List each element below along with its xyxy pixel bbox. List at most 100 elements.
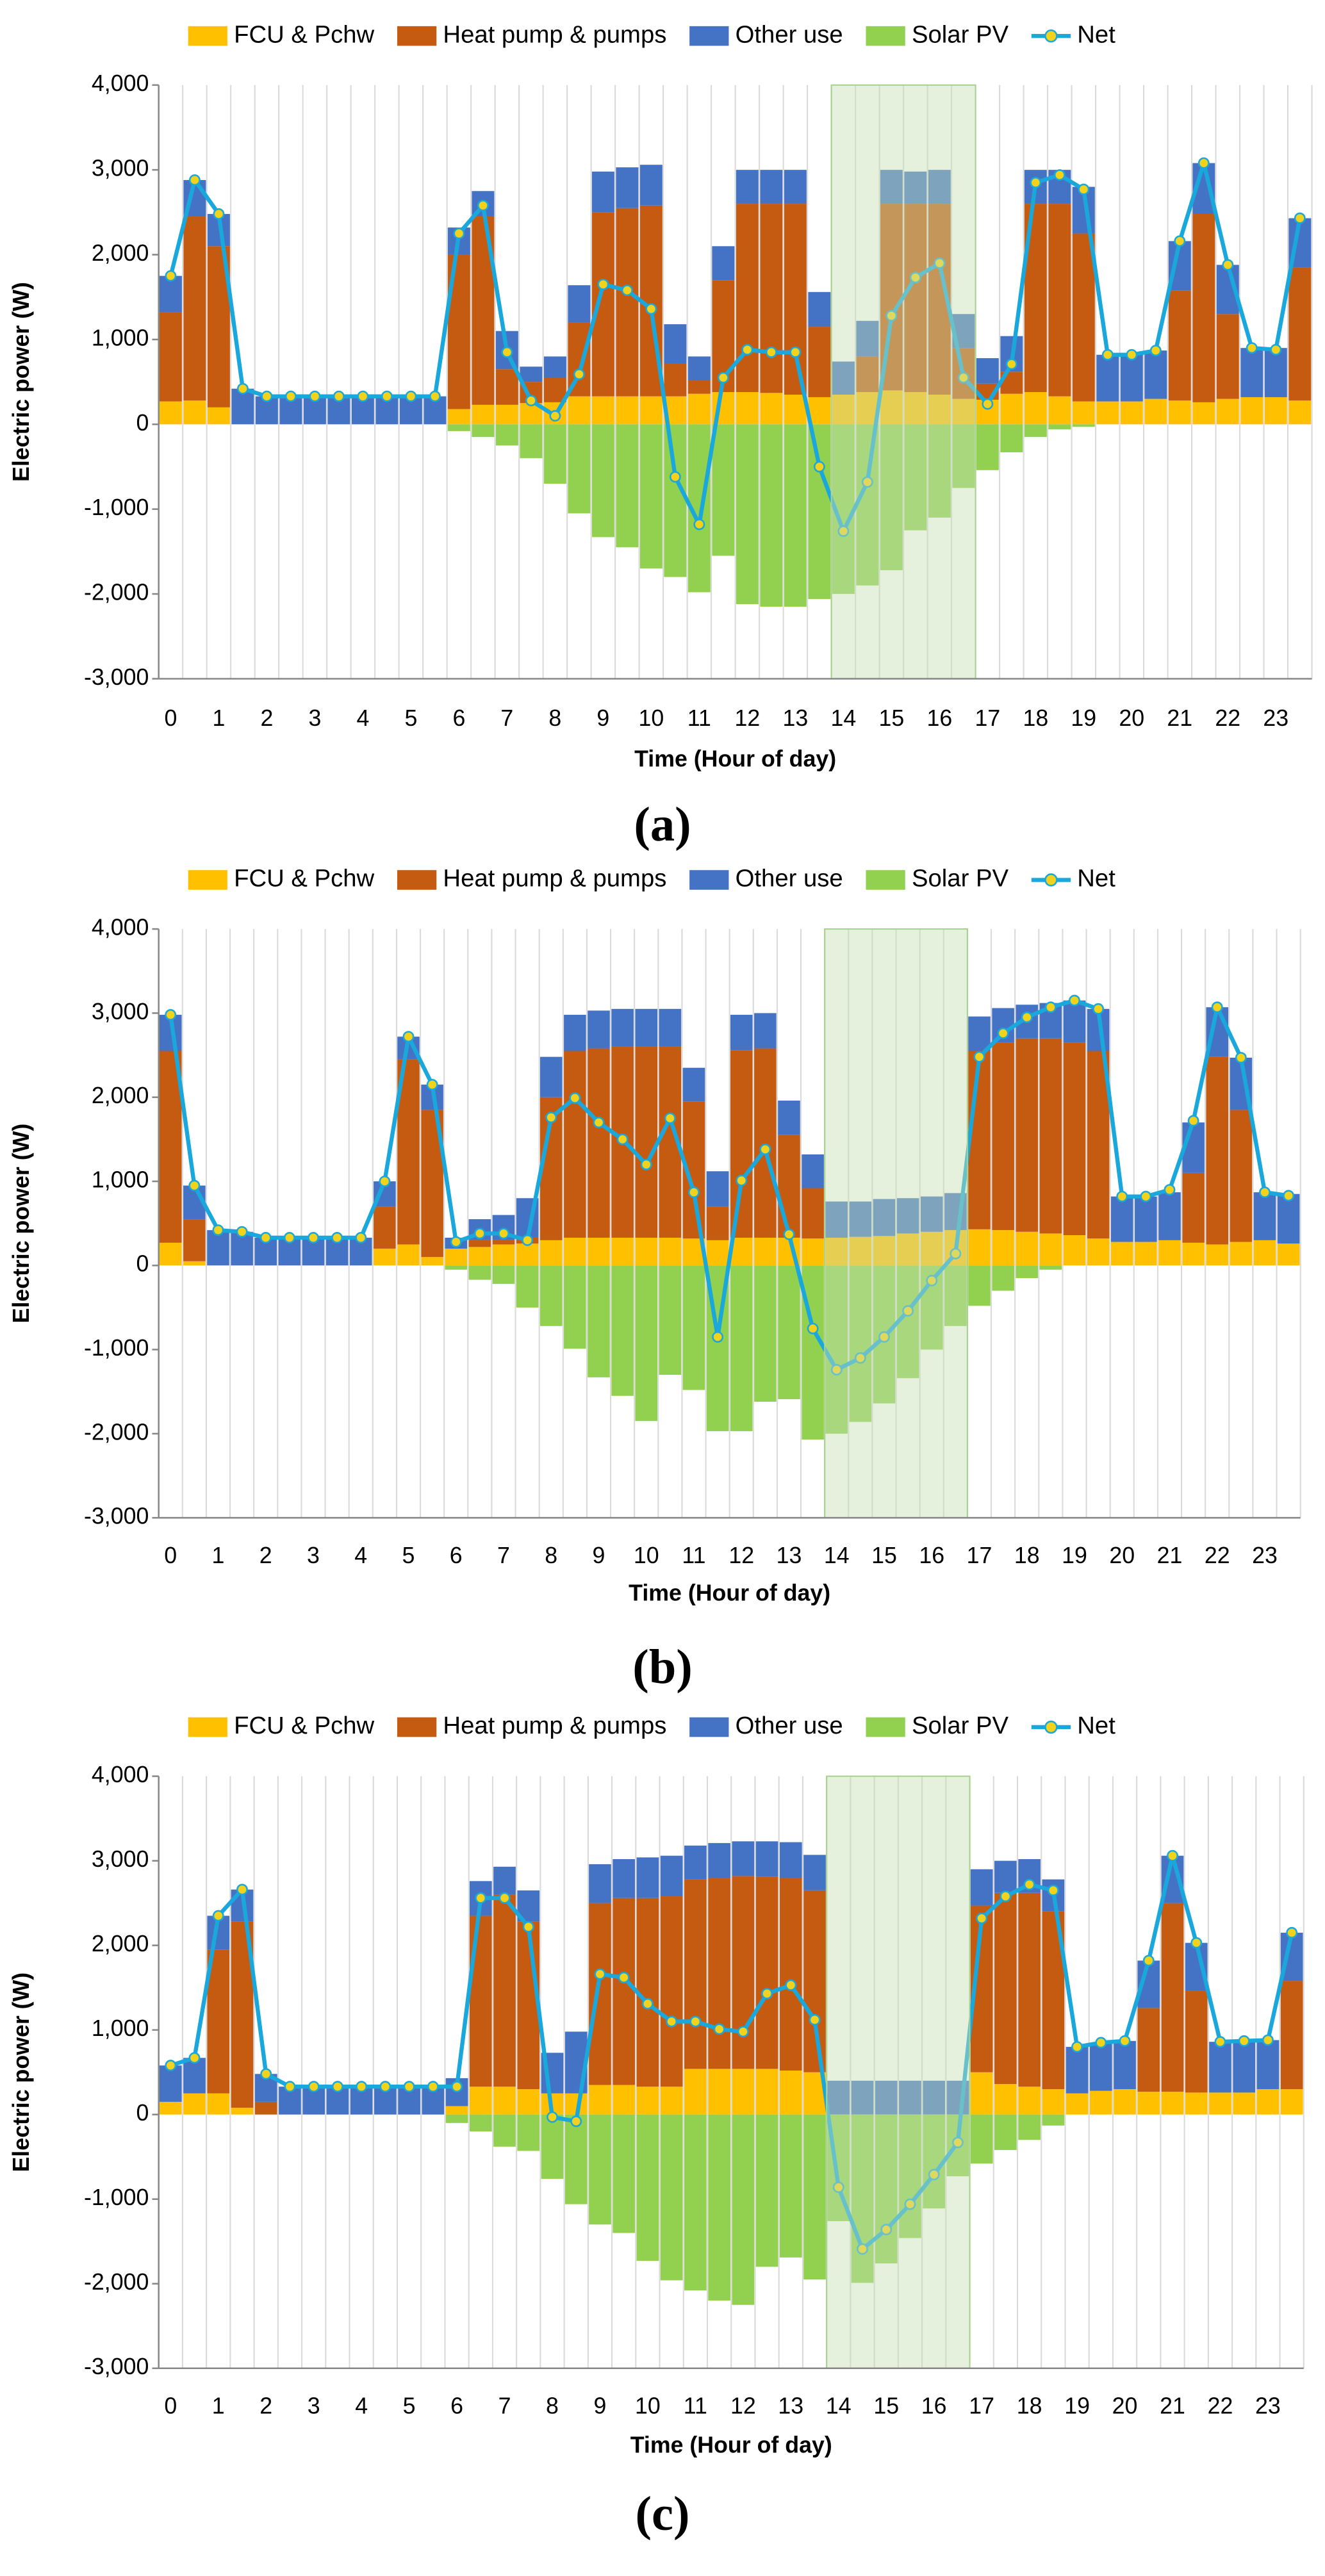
bar-segment bbox=[183, 1261, 206, 1266]
bar-segment bbox=[591, 396, 614, 425]
x-tick-label: 11 bbox=[684, 2393, 707, 2418]
bar-segment bbox=[994, 1860, 1017, 1893]
net-marker bbox=[477, 199, 489, 211]
legend-swatch bbox=[188, 870, 227, 890]
legend-swatch bbox=[689, 870, 729, 890]
net-marker bbox=[1140, 1190, 1152, 1202]
bar-segment bbox=[159, 312, 182, 402]
bar-segment bbox=[687, 356, 711, 381]
bar-segment bbox=[1137, 2092, 1160, 2115]
bar-segment bbox=[588, 1237, 610, 1266]
net-marker bbox=[1053, 169, 1066, 181]
bar-segment bbox=[539, 1056, 563, 1097]
net-marker bbox=[809, 2014, 821, 2026]
bar-segment bbox=[802, 1238, 824, 1266]
bar-segment bbox=[1277, 1194, 1300, 1244]
bar-segment bbox=[374, 1249, 396, 1266]
net-marker bbox=[549, 410, 561, 422]
bar-segment bbox=[568, 396, 591, 425]
net-marker bbox=[621, 284, 633, 297]
bar-segment bbox=[708, 2114, 730, 2301]
bar-segment bbox=[684, 2114, 707, 2291]
bar-segment bbox=[159, 401, 182, 425]
bar-segment bbox=[1063, 1042, 1086, 1236]
x-tick-label: 3 bbox=[308, 705, 321, 731]
bar-segment bbox=[1016, 1038, 1039, 1232]
bar-segment bbox=[589, 1903, 611, 2085]
net-marker bbox=[1235, 1052, 1247, 1063]
net-marker bbox=[785, 1979, 797, 1991]
bar-segment bbox=[495, 424, 518, 446]
bar-segment bbox=[613, 2114, 636, 2233]
bar-segment bbox=[732, 2069, 755, 2115]
bar-segment bbox=[732, 1876, 755, 2069]
y-tick-label: -1,000 bbox=[84, 495, 149, 520]
net-marker bbox=[1078, 183, 1090, 195]
x-tick-label: 6 bbox=[450, 1543, 463, 1568]
bar-segment bbox=[159, 2065, 182, 2102]
bar-segment bbox=[684, 1845, 707, 1880]
bar-segment bbox=[1288, 267, 1312, 401]
net-marker bbox=[1164, 1184, 1176, 1196]
x-axis-title: Time (Hour of day) bbox=[630, 2432, 832, 2458]
bar-segment bbox=[712, 424, 735, 556]
bar-segment bbox=[1158, 1240, 1181, 1266]
net-marker bbox=[379, 2081, 391, 2093]
x-tick-label: 21 bbox=[1160, 2393, 1185, 2418]
bar-segment bbox=[254, 2101, 277, 2115]
bar-segment bbox=[968, 1051, 991, 1229]
bar-segment bbox=[1158, 1192, 1181, 1240]
bar-segment bbox=[968, 1016, 991, 1051]
y-tick-label: -1,000 bbox=[84, 1335, 149, 1361]
y-tick-label: 0 bbox=[136, 410, 149, 436]
bar-segment bbox=[468, 1240, 491, 1247]
bar-segment bbox=[159, 1051, 182, 1243]
bar-segment bbox=[635, 1046, 658, 1238]
y-axis-title: Electric power (W) bbox=[8, 282, 34, 482]
net-marker bbox=[1187, 1115, 1199, 1127]
highlight-band bbox=[824, 928, 968, 1519]
net-marker bbox=[309, 390, 321, 402]
net-marker bbox=[950, 1247, 962, 1259]
bar-segment bbox=[492, 1244, 515, 1266]
bar-segment bbox=[803, 1890, 826, 2072]
bar-segment bbox=[616, 396, 639, 425]
net-marker bbox=[525, 395, 537, 407]
net-marker bbox=[213, 208, 225, 220]
bar-segment bbox=[687, 393, 711, 425]
bar-segment bbox=[1024, 392, 1047, 425]
bar-segment bbox=[1016, 1231, 1039, 1266]
bar-segment bbox=[755, 2114, 778, 2267]
bar-segment bbox=[682, 1067, 705, 1102]
x-tick-label: 22 bbox=[1215, 705, 1240, 731]
bar-segment bbox=[1256, 2040, 1280, 2090]
x-tick-label: 17 bbox=[975, 705, 1000, 731]
legend-label: Solar PV bbox=[912, 1712, 1009, 1739]
net-marker bbox=[1211, 1001, 1223, 1013]
net-marker bbox=[878, 1331, 890, 1343]
x-tick-label: 15 bbox=[871, 1543, 897, 1568]
legend-swatch bbox=[689, 26, 729, 46]
net-marker bbox=[928, 2169, 940, 2181]
x-tick-label: 5 bbox=[402, 1543, 415, 1568]
bar-segment bbox=[825, 1201, 848, 1238]
x-tick-label: 14 bbox=[830, 705, 856, 731]
net-marker bbox=[212, 1910, 224, 1922]
panel-label: (c) bbox=[635, 2486, 689, 2541]
net-marker bbox=[909, 272, 921, 284]
net-marker bbox=[807, 1322, 819, 1334]
x-tick-label: 15 bbox=[873, 2393, 899, 2418]
net-marker bbox=[405, 390, 417, 402]
bar-segment bbox=[851, 2080, 874, 2115]
bar-segment bbox=[1185, 2092, 1208, 2115]
net-marker bbox=[501, 346, 513, 358]
bar-segment bbox=[1182, 1172, 1205, 1243]
x-tick-label: 4 bbox=[354, 1543, 367, 1568]
bar-segment bbox=[880, 424, 903, 571]
net-marker bbox=[473, 1227, 486, 1240]
bar-segment bbox=[639, 424, 662, 569]
net-marker bbox=[973, 1051, 985, 1063]
x-tick-label: 7 bbox=[500, 705, 513, 731]
bar-segment bbox=[636, 2087, 659, 2115]
bar-segment bbox=[873, 1199, 896, 1236]
